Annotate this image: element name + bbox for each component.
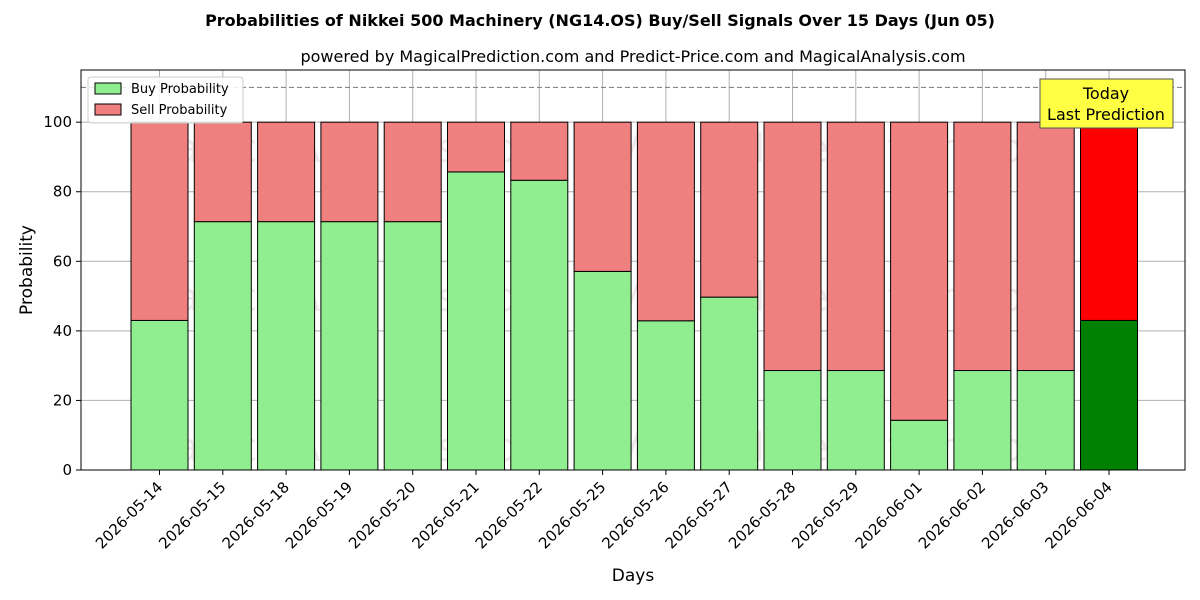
bar-buy	[573, 270, 632, 471]
x-tick-label: 2026-05-14	[92, 478, 166, 552]
legend-swatch-sell	[94, 103, 122, 116]
chart-subtitle: powered by MagicalPrediction.com and Pre…	[300, 47, 965, 66]
bar-sell	[636, 121, 695, 322]
bar-buy	[447, 171, 505, 471]
x-tick-label: 2026-06-03	[978, 478, 1052, 552]
x-tick-label: 2026-06-04	[1041, 478, 1115, 552]
bars-layer	[130, 121, 1138, 471]
x-axis-ticks: 2026-05-142026-05-152026-05-182026-05-19…	[92, 470, 1116, 552]
bar-sell	[890, 121, 949, 421]
legend-label-sell: Sell Probability	[131, 103, 228, 118]
bar-buy	[193, 221, 252, 471]
bar-sell	[193, 121, 252, 223]
bar-buy	[700, 296, 759, 471]
bar-buy	[636, 320, 695, 471]
x-tick-label: 2026-05-27	[662, 478, 736, 552]
y-tick-label: 40	[53, 322, 72, 340]
x-axis-label: Days	[612, 566, 655, 586]
bar-buy	[890, 419, 949, 471]
bar-sell	[447, 121, 505, 173]
bar-buy	[953, 370, 1012, 471]
legend-swatch-buy	[94, 82, 122, 95]
x-tick-label: 2026-05-29	[788, 478, 862, 552]
y-tick-label: 0	[62, 461, 72, 479]
y-axis-ticks: 0 20 40 60 80 100	[43, 113, 81, 479]
x-tick-label: 2026-05-20	[345, 478, 419, 552]
bar-buy	[257, 221, 316, 471]
legend: Buy Probability Sell Probability	[87, 76, 244, 124]
bar-sell	[763, 121, 822, 372]
x-tick-label: 2026-05-26	[598, 478, 672, 552]
legend-label-buy: Buy Probability	[131, 82, 229, 97]
y-tick-label: 20	[53, 391, 72, 409]
x-tick-label: 2026-05-22	[472, 478, 546, 552]
x-tick-label: 2026-06-02	[915, 478, 989, 552]
chart-title: Probabilities of Nikkei 500 Machinery (N…	[205, 11, 995, 30]
x-tick-label: 2026-05-19	[282, 478, 356, 552]
bar-sell	[700, 121, 759, 298]
y-tick-label: 60	[53, 252, 72, 270]
bar-sell	[1080, 121, 1138, 321]
bar-buy	[510, 179, 569, 471]
x-tick-label: 2026-05-25	[535, 478, 609, 552]
x-tick-label: 2026-06-01	[852, 478, 926, 552]
bar-buy	[130, 319, 189, 471]
y-tick-label: 80	[53, 183, 72, 201]
x-tick-label: 2026-05-15	[155, 478, 229, 552]
x-tick-label: 2026-05-21	[408, 478, 482, 552]
bar-buy	[1080, 319, 1138, 471]
today-annotation: Today Last Prediction	[1039, 78, 1174, 129]
bar-sell	[953, 121, 1012, 372]
plot-frame	[80, 69, 1186, 471]
bar-buy	[826, 370, 885, 471]
today-label: Today	[1082, 84, 1129, 103]
bar-buy	[320, 221, 379, 471]
bar-sell	[257, 121, 316, 223]
last-prediction-label: Last Prediction	[1047, 105, 1165, 124]
bar-sell	[826, 121, 885, 372]
bar-buy	[1016, 370, 1075, 471]
bar-sell	[383, 121, 442, 223]
bar-sell	[510, 121, 569, 181]
bar-sell	[130, 121, 189, 321]
bar-buy	[763, 370, 822, 471]
bar-sell	[573, 121, 632, 272]
today-box	[1039, 78, 1174, 129]
bar-sell	[320, 121, 379, 223]
bar-buy	[383, 221, 442, 471]
y-tick-label: 100	[43, 113, 72, 131]
x-tick-label: 2026-05-18	[219, 478, 293, 552]
bar-sell	[1016, 121, 1075, 372]
legend-box	[87, 76, 244, 124]
y-axis-label: Probability	[17, 225, 37, 315]
x-tick-label: 2026-05-28	[725, 478, 799, 552]
